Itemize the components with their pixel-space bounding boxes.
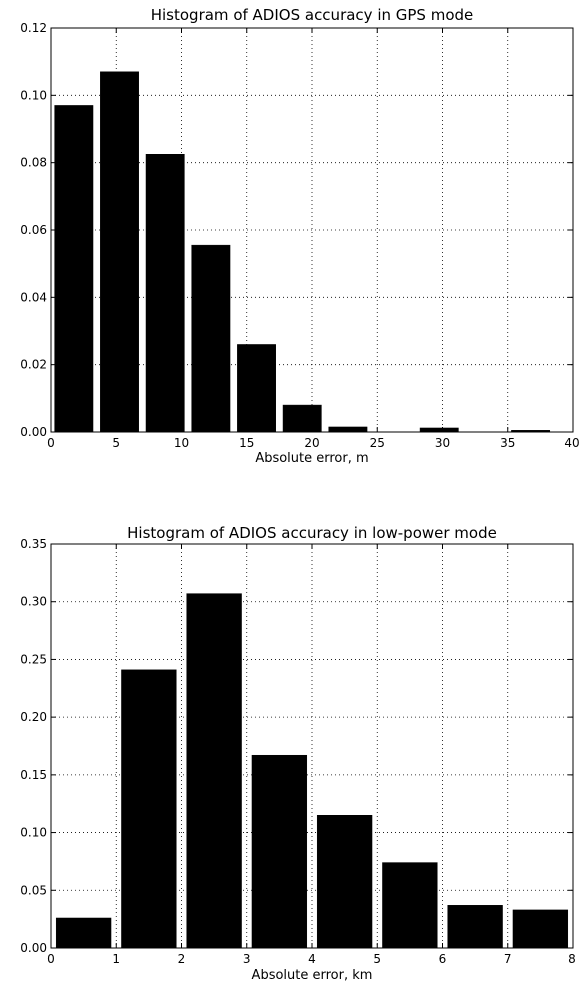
histogram-bar (251, 754, 308, 949)
y-tick-label: 0.15 (20, 768, 47, 782)
x-tick-label: 1 (112, 952, 120, 966)
histogram-bar (54, 105, 94, 433)
x-tick-label: 10 (174, 436, 189, 450)
x-tick-label: 7 (504, 952, 512, 966)
y-tick-label: 0.02 (20, 358, 47, 372)
y-tick-label: 0.00 (20, 941, 47, 955)
low-power-mode-histogram: Histogram of ADIOS accuracy in low-power… (20, 524, 576, 983)
grid-lines (51, 544, 573, 948)
histogram-bar (382, 862, 438, 949)
bars (55, 593, 569, 949)
x-tick-label: 15 (239, 436, 254, 450)
y-tick-label: 0.06 (20, 223, 47, 237)
histogram-bar (121, 669, 177, 949)
histogram-bar (447, 905, 503, 949)
x-tick-label: 0 (47, 436, 55, 450)
histogram-bar (100, 71, 139, 433)
y-tick-label: 0.00 (20, 425, 47, 439)
x-tick-label: 20 (304, 436, 319, 450)
histogram-bar (55, 917, 112, 949)
histogram-bar (328, 426, 368, 433)
x-tick-label: 8 (568, 952, 576, 966)
y-tick-label: 0.20 (20, 710, 47, 724)
histogram-bar (145, 154, 185, 433)
x-tick-label: 3 (243, 952, 251, 966)
y-tick-label: 0.25 (20, 652, 47, 666)
y-tick-label: 0.05 (20, 883, 47, 897)
x-tick-label: 6 (439, 952, 447, 966)
y-tick-label: 0.10 (20, 826, 47, 840)
x-tick-label: 5 (373, 952, 381, 966)
histogram-bar (316, 815, 373, 949)
y-tick-label: 0.10 (20, 88, 47, 102)
histogram-bar (419, 427, 459, 433)
x-tick-label: 0 (47, 952, 55, 966)
y-tick-label: 0.04 (20, 290, 47, 304)
x-tick-label: 30 (435, 436, 450, 450)
histogram-bar (282, 404, 322, 433)
tick-labels: 0 5 10 15 20 25 30 35 40 0.00 0.02 0.04 0.06 0.08 0.10… (20, 21, 579, 450)
histogram-bar (237, 344, 276, 433)
x-tick-label: 25 (370, 436, 385, 450)
gps-mode-histogram: Histogram of ADIOS accuracy in GPS mode … (20, 6, 579, 466)
y-tick-label: 0.12 (20, 21, 47, 35)
chart-title: Histogram of ADIOS accuracy in GPS mode (151, 6, 474, 24)
x-tick-label: 40 (564, 436, 579, 450)
y-tick-label: 0.08 (20, 156, 47, 170)
x-axis-label: Absolute error, m (255, 451, 368, 466)
bars (54, 71, 551, 433)
x-tick-label: 4 (308, 952, 316, 966)
y-tick-label: 0.35 (20, 537, 47, 551)
tick-labels: 0 1 2 3 4 5 6 7 8 0.00 0.05 0.10 0.15 0.20 0.25 0.30 0.3… (20, 537, 576, 966)
chart-title: Histogram of ADIOS accuracy in low-power… (127, 524, 497, 542)
x-axis-label: Absolute error, km (252, 968, 373, 983)
x-tick-label: 35 (500, 436, 515, 450)
histogram-bar (191, 244, 231, 433)
x-tick-label: 5 (112, 436, 120, 450)
y-tick-label: 0.30 (20, 595, 47, 609)
histogram-bar (186, 593, 242, 949)
x-tick-label: 2 (178, 952, 186, 966)
histogram-bar (512, 909, 569, 949)
